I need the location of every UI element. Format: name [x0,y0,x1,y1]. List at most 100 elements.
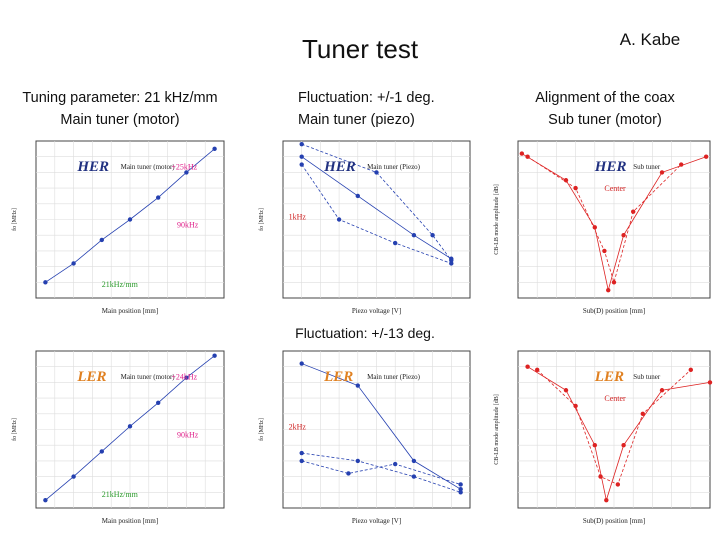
curve [301,143,452,261]
point [458,482,463,487]
point [71,261,76,266]
point [127,424,133,429]
point [563,388,569,393]
point [573,185,578,191]
point [299,162,304,167]
point [604,497,609,503]
point [393,240,398,246]
point [299,458,304,464]
plot: HER Sub tuner Sub(D) position [mm] CB-LB mo… [490,135,718,318]
point [615,482,621,487]
curve [536,369,692,485]
plot-legend: Main tuner (motor) [121,163,176,171]
point [640,411,645,416]
y-axis-label: CB-LB mode amplitude [dB] [494,184,500,255]
point [703,154,709,159]
y-axis-label: fo [MHz] [258,208,265,231]
title: Tuner test [301,34,419,64]
plot: LER Main tuner (Piezo) Piezo voltage [V] fo… [255,345,478,528]
point [184,375,189,380]
plot-label: LER [594,369,624,385]
point [688,367,693,373]
point [127,217,133,222]
point [411,474,417,479]
point [393,461,398,467]
point [611,280,617,285]
curve [301,452,461,493]
annotation: 90kHz [177,430,199,439]
curve [301,460,461,485]
heading-line: Sub tuner (motor) [548,112,662,128]
point [156,400,161,406]
point [299,361,304,366]
point [525,154,530,159]
point [535,367,540,373]
point [355,383,360,388]
point [621,233,626,238]
point [374,170,379,175]
point [212,146,217,152]
point [598,474,603,479]
plot-legend: Main tuner (Piezo) [367,163,421,171]
x-axis-label: Main position [mm] [102,307,158,315]
annotation: 2kHz [289,423,307,432]
heading-line: Tuning parameter: 21 kHz/mm [22,90,218,106]
plot-label: HER [76,159,109,175]
point [592,443,597,448]
heading: Fluctuation: +/-1 deg. Main tuner (piezo… [250,87,480,131]
curve [527,156,682,284]
curve [301,156,452,260]
point [573,403,578,409]
annotation: +24kHz [171,372,197,381]
point [43,497,48,503]
point [411,458,417,464]
point [99,237,105,243]
point [156,195,161,200]
point [458,486,463,492]
y-axis-label: fo [MHz] [258,418,265,441]
point [449,261,454,266]
plot-legend: Sub tuner [633,163,661,171]
point [71,474,76,479]
plot: HER Main tuner (motor) Main position [mm] f… [8,135,232,318]
point [355,458,360,464]
plot: LER Sub tuner Sub(D) position [mm] CB-LB mo… [490,345,718,528]
plot-label: LER [323,369,353,385]
x-axis-label: Piezo voltage [V] [352,517,401,525]
point [659,170,665,175]
point [346,471,351,476]
heading-line: Fluctuation: +/-1 deg. [298,90,435,106]
point [602,248,607,254]
annotation: 21kHz/mm [102,280,139,289]
point [659,388,665,393]
point [43,280,48,285]
annotation: +25kHz [171,162,197,171]
point [99,449,105,454]
point [336,217,342,222]
point [631,209,636,214]
point [707,380,713,385]
heading: Tuning parameter: 21 kHz/mm Main tuner (… [0,87,240,131]
point [519,151,525,156]
annotation: 1kHz [289,213,307,222]
point [430,233,435,238]
plot-label: LER [76,369,106,385]
plot: HER Main tuner (Piezo) Piezo voltage [V] fo… [255,135,478,318]
point [449,258,454,263]
point [299,154,304,159]
plot-label: HER [323,159,356,175]
point [525,364,530,369]
author: A. Kabe [619,30,681,49]
plot: LER Main tuner (motor) Main position [mm] f… [8,345,232,528]
heading-line: Alignment of the coax [535,90,675,106]
point [458,490,463,495]
y-axis-label: fo [MHz] [11,208,18,231]
point [299,450,304,456]
x-axis-label: Sub(D) position [mm] [583,307,645,315]
point [355,193,360,199]
plot-label: HER [594,159,627,175]
plot-legend: Sub tuner [633,373,661,381]
annotation: 21kHz/mm [102,490,139,499]
point [606,287,611,293]
